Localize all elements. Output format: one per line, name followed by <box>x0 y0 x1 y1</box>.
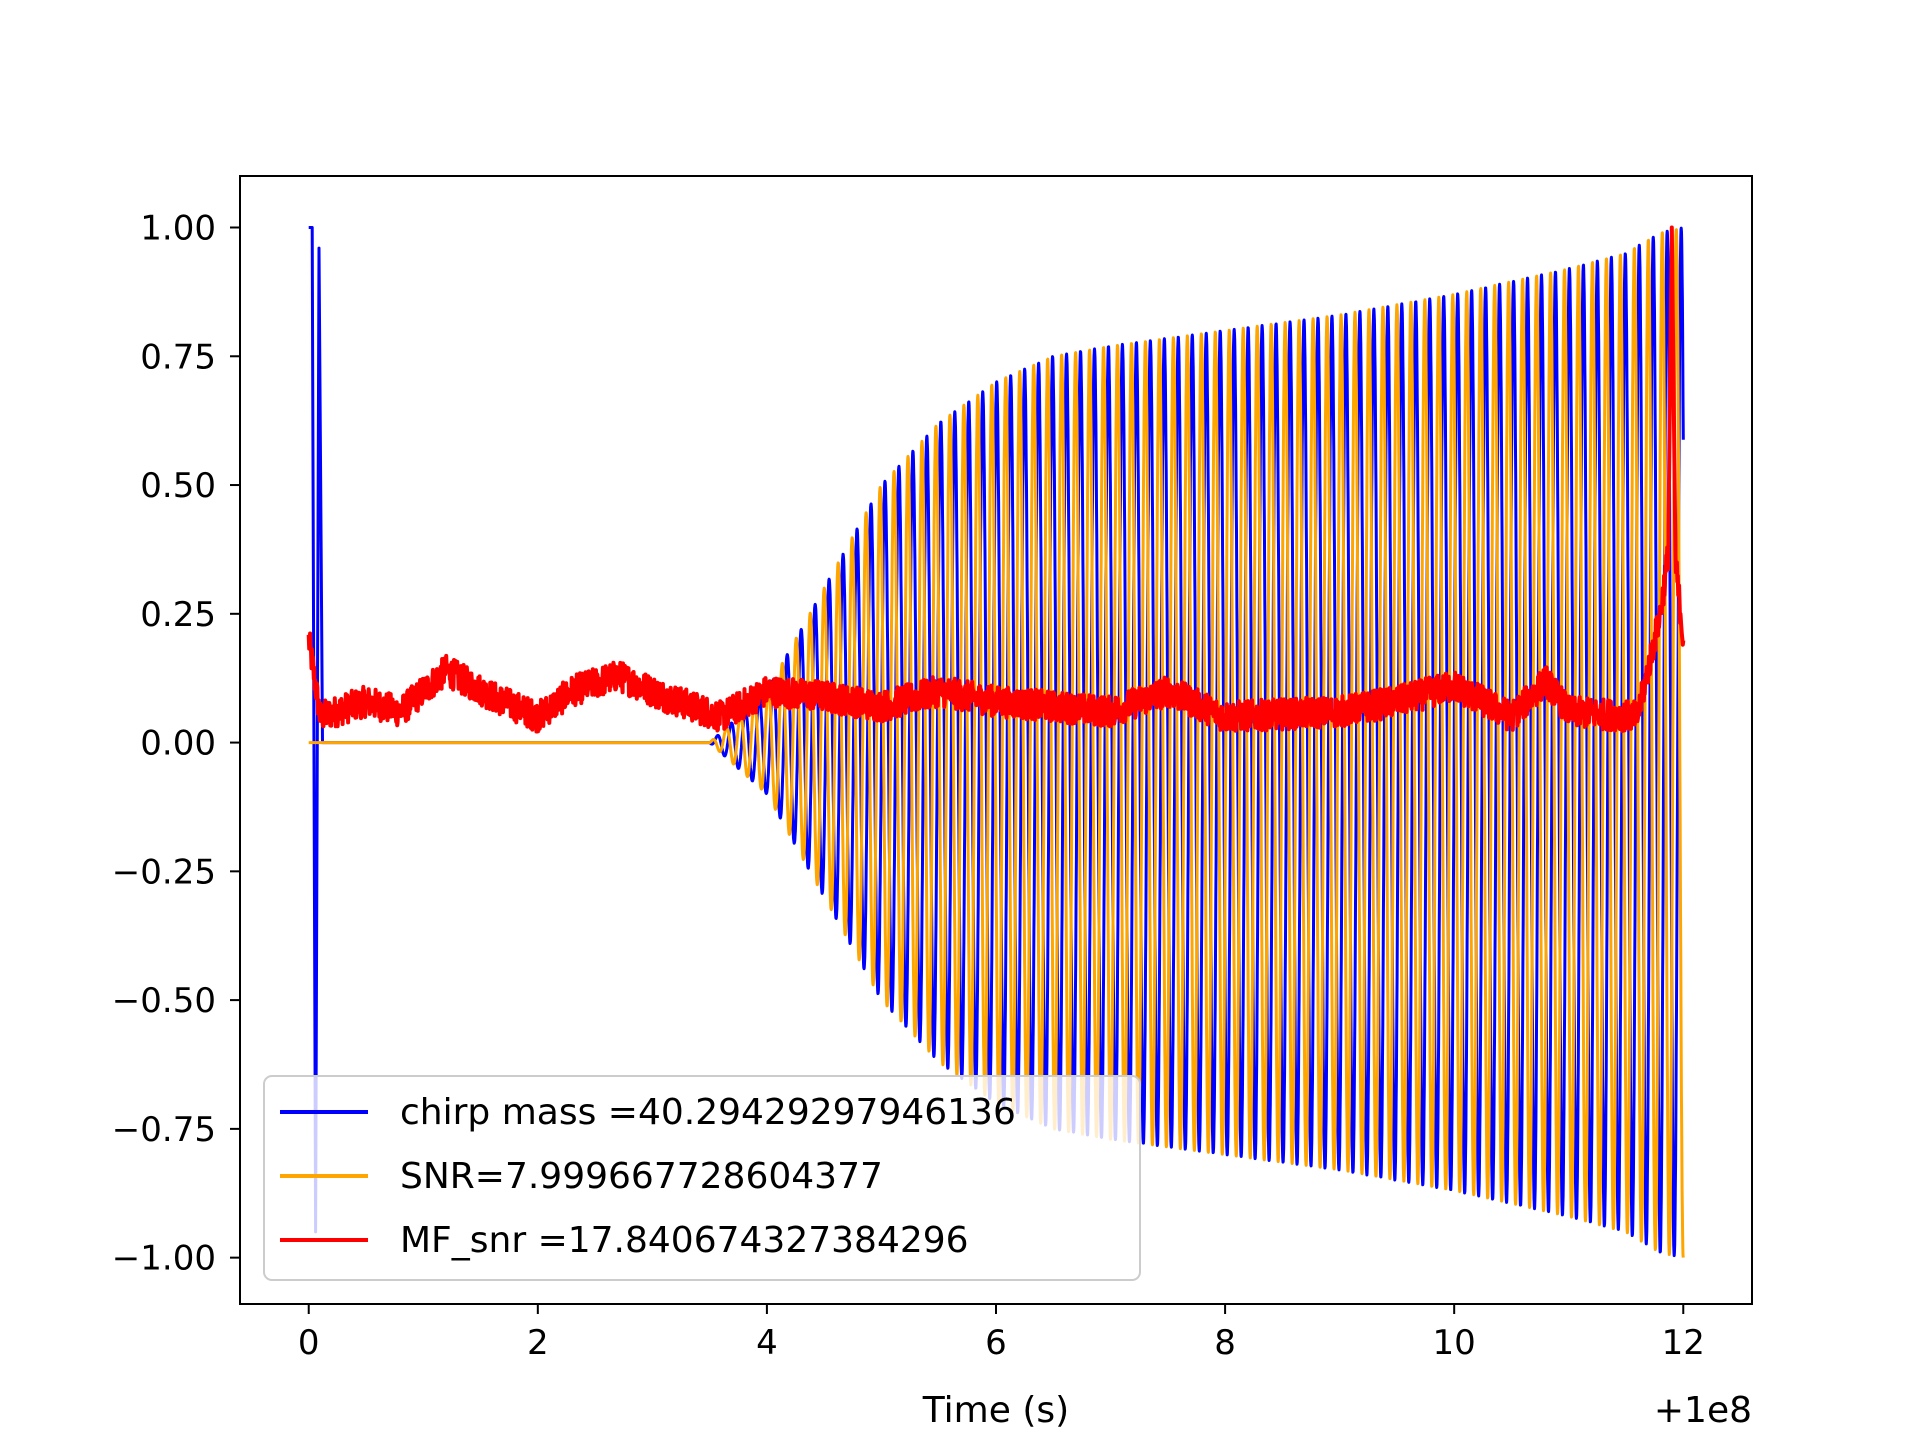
y-tick-label: −0.50 <box>112 981 216 1021</box>
legend-label-mf-snr: MF_snr =17.840674327384296 <box>400 1220 969 1261</box>
legend-label-snr: SNR=7.999667728604377 <box>400 1156 883 1197</box>
y-axis: 1.00 0.75 0.50 0.25 0.00 −0.25 −0.50 −0.75 −1.00 <box>112 209 240 1279</box>
x-axis-label: Time (s) <box>922 1390 1069 1431</box>
series-line-snr <box>307 228 1685 1258</box>
legend: chirp mass =40.29429297946136 SNR=7.9996… <box>263 1075 1141 1281</box>
x-tick-label: 0 <box>298 1323 320 1363</box>
legend-box <box>263 1075 1141 1281</box>
y-tick-label: 0.25 <box>140 595 216 635</box>
x-tick-label: 8 <box>1214 1323 1236 1363</box>
y-tick-label: −0.25 <box>112 852 216 892</box>
y-tick-label: 0.00 <box>140 724 216 764</box>
y-tick-label: −0.75 <box>112 1110 216 1150</box>
y-tick-label: 0.50 <box>140 466 216 506</box>
x-axis: 0 2 4 6 8 10 12 <box>298 1304 1705 1363</box>
x-tick-label: 10 <box>1433 1323 1476 1363</box>
x-tick-label: 6 <box>985 1323 1007 1363</box>
legend-label-chirp-mass: chirp mass =40.29429297946136 <box>400 1092 1016 1133</box>
x-tick-label: 2 <box>527 1323 549 1363</box>
y-tick-label: 0.75 <box>140 337 216 377</box>
x-tick-label: 12 <box>1662 1323 1705 1363</box>
y-tick-label: −1.00 <box>112 1239 216 1279</box>
series-line-mf-snr <box>306 225 1686 734</box>
x-tick-label: 4 <box>756 1323 778 1363</box>
y-tick-label: 1.00 <box>140 209 216 249</box>
x-axis-offset-label: +1e8 <box>1654 1390 1752 1431</box>
plot-lines <box>306 225 1686 1258</box>
